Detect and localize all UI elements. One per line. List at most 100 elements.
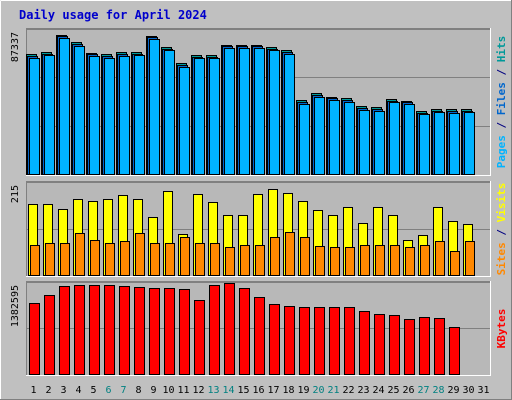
bar-pages-day-23 bbox=[359, 110, 370, 175]
bar-sites-day-2 bbox=[45, 243, 55, 276]
legend-hits: Hits bbox=[495, 36, 508, 63]
x-axis-labels: 1 2 3 4 5 6 7 8 9 10 11 12 13 14 15 16 17 18 19 20 21 22 23 24 2… bbox=[30, 385, 489, 396]
bar-pages-day-15 bbox=[239, 48, 250, 175]
x-tick-label-24: 24 bbox=[372, 385, 384, 396]
x-tick-label-7: 7 bbox=[120, 385, 126, 396]
x-tick-label-19: 19 bbox=[297, 385, 309, 396]
bar-sites-day-1 bbox=[30, 245, 40, 276]
bar-sites-day-12 bbox=[195, 243, 205, 276]
bar-sites-day-15 bbox=[240, 245, 250, 276]
bar-pages-day-17 bbox=[269, 50, 280, 175]
bar-kbytes-day-27 bbox=[419, 317, 430, 375]
bar-kbytes-day-23 bbox=[359, 311, 370, 375]
bar-kbytes-day-16 bbox=[254, 297, 265, 375]
x-tick-label-16: 16 bbox=[252, 385, 264, 396]
x-tick-label-4: 4 bbox=[75, 385, 81, 396]
bar-kbytes-day-18 bbox=[284, 306, 295, 375]
bar-kbytes-day-29 bbox=[449, 327, 460, 375]
bar-sites-day-11 bbox=[180, 237, 190, 276]
bar-sites-day-6 bbox=[105, 243, 115, 276]
legend-separator: / bbox=[495, 222, 508, 242]
x-tick-label-5: 5 bbox=[90, 385, 96, 396]
bar-pages-day-16 bbox=[254, 48, 265, 175]
x-tick-label-3: 3 bbox=[60, 385, 66, 396]
legend-files: Files bbox=[495, 82, 508, 115]
bar-pages-day-3 bbox=[59, 38, 70, 175]
bar-pages-day-6 bbox=[104, 58, 115, 175]
bar-pages-day-18 bbox=[284, 54, 295, 175]
bar-kbytes-day-3 bbox=[59, 286, 70, 375]
bar-kbytes-day-22 bbox=[344, 307, 355, 375]
bar-pages-day-7 bbox=[119, 56, 130, 175]
bar-pages-day-8 bbox=[134, 55, 145, 175]
x-tick-label-30: 30 bbox=[462, 385, 474, 396]
bar-kbytes-day-28 bbox=[434, 318, 445, 375]
bar-sites-day-26 bbox=[405, 247, 415, 276]
bar-kbytes-day-20 bbox=[314, 307, 325, 375]
x-tick-label-29: 29 bbox=[447, 385, 459, 396]
bar-pages-day-2 bbox=[44, 55, 55, 175]
bar-pages-day-9 bbox=[149, 39, 160, 175]
bar-sites-day-30 bbox=[465, 241, 475, 276]
bar-pages-day-5 bbox=[89, 56, 100, 175]
bar-pages-day-4 bbox=[74, 46, 85, 175]
bar-pages-day-13 bbox=[209, 58, 220, 175]
bar-sites-day-28 bbox=[435, 241, 445, 276]
bar-pages-day-24 bbox=[374, 111, 385, 175]
legend-visits: Visits bbox=[495, 183, 508, 223]
bar-pages-day-27 bbox=[419, 114, 430, 175]
legend-sites: Sites bbox=[495, 242, 508, 275]
x-tick-label-13: 13 bbox=[207, 385, 219, 396]
bar-kbytes-day-26 bbox=[404, 319, 415, 375]
bar-pages-day-20 bbox=[314, 97, 325, 175]
bar-sites-day-21 bbox=[330, 247, 340, 276]
bar-kbytes-day-10 bbox=[164, 288, 175, 375]
bar-pages-day-30 bbox=[464, 112, 475, 175]
x-tick-label-21: 21 bbox=[327, 385, 339, 396]
bar-pages-day-26 bbox=[404, 104, 415, 175]
bar-pages-day-1 bbox=[29, 58, 40, 175]
legend-kbytes: KBytes bbox=[495, 309, 508, 349]
x-tick-label-9: 9 bbox=[150, 385, 156, 396]
x-tick-label-10: 10 bbox=[162, 385, 174, 396]
x-tick-label-28: 28 bbox=[432, 385, 444, 396]
bar-sites-day-14 bbox=[225, 247, 235, 276]
bar-kbytes-day-21 bbox=[329, 307, 340, 375]
bar-sites-day-27 bbox=[420, 245, 430, 276]
bar-sites-day-20 bbox=[315, 246, 325, 276]
chart-title: Daily usage for April 2024 bbox=[19, 8, 207, 22]
x-tick-label-1: 1 bbox=[30, 385, 36, 396]
bar-sites-day-18 bbox=[285, 232, 295, 276]
bar-pages-day-11 bbox=[179, 67, 190, 175]
bar-kbytes-day-15 bbox=[239, 288, 250, 375]
bar-sites-day-16 bbox=[255, 245, 265, 276]
panel-hits: 87337 Pages / Files / Hits bbox=[10, 28, 508, 176]
bar-kbytes-day-14 bbox=[224, 283, 235, 375]
x-tick-label-2: 2 bbox=[45, 385, 51, 396]
panel-kbytes: 1382595 KBytes bbox=[10, 281, 508, 376]
bar-kbytes-day-12 bbox=[194, 300, 205, 375]
bar-sites-day-4 bbox=[75, 233, 85, 276]
bar-sites-day-24 bbox=[375, 245, 385, 276]
panel-visits-y-max-label: 215 bbox=[10, 185, 21, 203]
chart-panels: 87337 Pages / Files / Hits 215 Sites / Visi… bbox=[10, 28, 508, 376]
bar-sites-day-8 bbox=[135, 233, 145, 276]
bar-pages-day-22 bbox=[344, 102, 355, 175]
x-tick-label-26: 26 bbox=[402, 385, 414, 396]
bar-pages-day-19 bbox=[299, 104, 310, 175]
bar-kbytes-day-5 bbox=[89, 285, 100, 375]
x-tick-label-18: 18 bbox=[282, 385, 294, 396]
x-tick-label-27: 27 bbox=[417, 385, 429, 396]
x-tick-label-11: 11 bbox=[177, 385, 189, 396]
bar-sites-day-17 bbox=[270, 237, 280, 276]
x-tick-label-12: 12 bbox=[192, 385, 204, 396]
bar-sites-day-23 bbox=[360, 245, 370, 276]
bar-kbytes-day-9 bbox=[149, 288, 160, 375]
bar-sites-day-25 bbox=[390, 245, 400, 276]
bar-sites-day-13 bbox=[210, 243, 220, 276]
bar-kbytes-day-25 bbox=[389, 315, 400, 375]
bar-pages-day-12 bbox=[194, 58, 205, 175]
x-tick-label-25: 25 bbox=[387, 385, 399, 396]
panel-hits-y-max-label: 87337 bbox=[10, 32, 21, 62]
